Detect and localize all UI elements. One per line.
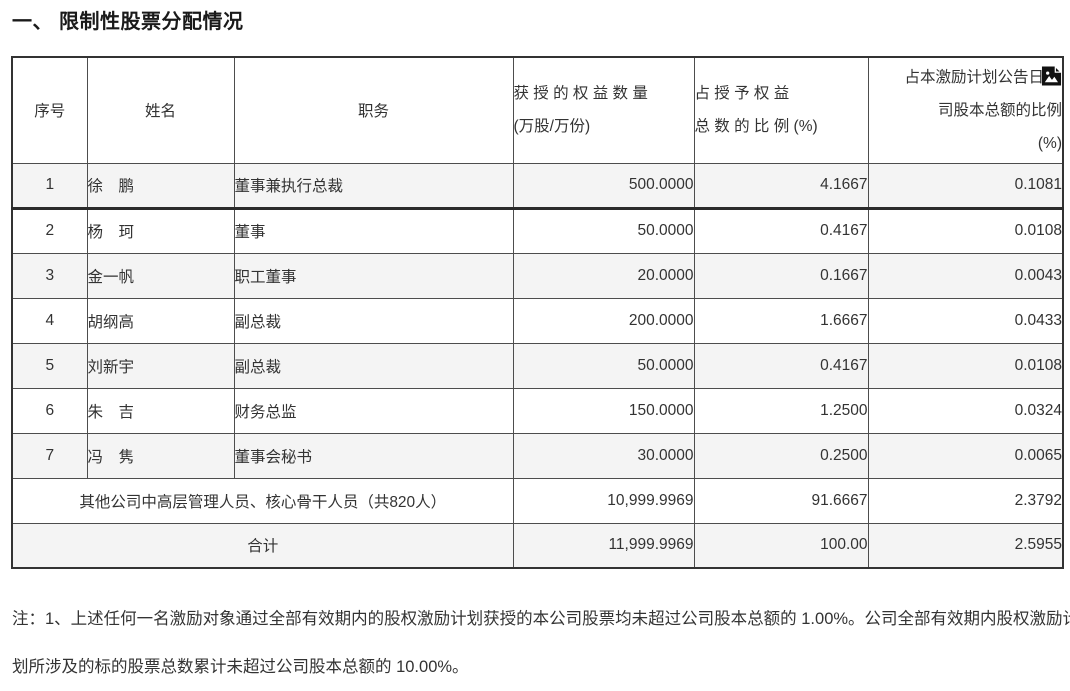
cell-position: 副总裁 <box>233 342 514 389</box>
header-row: 序号 姓名 职务 获 授 的 权 益 数 量 (万股/万份) 占 授 予 权 益… <box>11 56 1064 164</box>
header-name: 姓名 <box>86 56 235 164</box>
cell-qty: 200.0000 <box>512 297 695 344</box>
total-label: 合计 <box>11 522 514 569</box>
cell-position: 职工董事 <box>233 252 514 299</box>
cell-pct-grant: 91.6667 <box>693 477 869 524</box>
cell-pct-capital: 0.1081 <box>867 162 1064 210</box>
header-position: 职务 <box>233 56 514 164</box>
cell-pct-grant: 4.1667 <box>693 162 869 210</box>
header-pct-capital: 占本激励计划公告日 司股本总额的比例 (%) <box>867 56 1064 164</box>
cell-pct-capital: 0.0324 <box>867 387 1064 434</box>
cell-pct-capital: 0.0065 <box>867 432 1064 479</box>
cell-pct-grant: 100.00 <box>693 522 869 569</box>
cell-qty: 150.0000 <box>512 387 695 434</box>
broken-image-icon <box>1041 64 1062 86</box>
cell-pct-capital: 2.5955 <box>867 522 1064 569</box>
cell-qty: 11,999.9969 <box>512 522 695 569</box>
cell-name: 刘新宇 <box>86 342 235 389</box>
cell-name: 朱 吉 <box>86 387 235 434</box>
footnote-line2: 划所涉及的标的股票总数累计未超过公司股本总额的 10.00%。 <box>12 658 469 676</box>
cell-pct-grant: 0.1667 <box>693 252 869 299</box>
cell-pct-grant: 0.4167 <box>693 207 869 254</box>
stock-allocation-table: 序号 姓名 职务 获 授 的 权 益 数 量 (万股/万份) 占 授 予 权 益… <box>11 56 1064 569</box>
cell-position: 董事兼执行总裁 <box>233 162 514 210</box>
cell-pct-grant: 0.2500 <box>693 432 869 479</box>
cell-pct-capital: 0.0433 <box>867 297 1064 344</box>
cell-name: 徐 鹏 <box>86 162 235 210</box>
cell-pct-capital: 0.0108 <box>867 207 1064 254</box>
cell-pct-grant: 0.4167 <box>693 342 869 389</box>
footnote: 注：1、上述任何一名激励对象通过全部有效期内的股权激励计划获授的本公司股票均未超… <box>12 595 1070 691</box>
cell-position: 副总裁 <box>233 297 514 344</box>
table-row: 4 胡纲高 副总裁 200.0000 1.6667 0.0433 <box>11 297 1064 344</box>
cell-position: 董事会秘书 <box>233 432 514 479</box>
table-row: 3 金一帆 职工董事 20.0000 0.1667 0.0043 <box>11 252 1064 299</box>
cell-qty: 10,999.9969 <box>512 477 695 524</box>
header-qty-line2: (万股/万份) <box>513 118 591 136</box>
cell-no: 4 <box>11 297 88 344</box>
cell-name: 杨 珂 <box>86 207 235 254</box>
cell-pct-capital: 2.3792 <box>867 477 1064 524</box>
cell-pct-grant: 1.6667 <box>693 297 869 344</box>
cell-no: 5 <box>11 342 88 389</box>
header-qty: 获 授 的 权 益 数 量 (万股/万份) <box>512 56 695 164</box>
table-row: 1 徐 鹏 董事兼执行总裁 500.0000 4.1667 0.1081 <box>11 162 1064 210</box>
cell-no: 2 <box>11 207 88 254</box>
cell-pct-capital: 0.0043 <box>867 252 1064 299</box>
table-row: 7 冯 隽 董事会秘书 30.0000 0.2500 0.0065 <box>11 432 1064 479</box>
cell-no: 1 <box>11 162 88 210</box>
footnote-line1: 注：1、上述任何一名激励对象通过全部有效期内的股权激励计划获授的本公司股票均未超… <box>12 610 1070 628</box>
cell-no: 6 <box>11 387 88 434</box>
cell-pct-capital: 0.0108 <box>867 342 1064 389</box>
table-row: 6 朱 吉 财务总监 150.0000 1.2500 0.0324 <box>11 387 1064 434</box>
cell-name: 冯 隽 <box>86 432 235 479</box>
header-pct-grant-line2: 总 数 的 比 例 (%) <box>694 118 818 136</box>
header-pct-grant-line1: 占 授 予 权 益 <box>694 85 790 103</box>
header-pct-grant: 占 授 予 权 益 总 数 的 比 例 (%) <box>693 56 869 164</box>
table-row: 2 杨 珂 董事 50.0000 0.4167 0.0108 <box>11 207 1064 254</box>
cell-position: 财务总监 <box>233 387 514 434</box>
header-qty-line1: 获 授 的 权 益 数 量 <box>513 85 648 103</box>
header-pct-capital-line1: 占本激励计划公告日 <box>904 68 1044 86</box>
header-no: 序号 <box>11 56 88 164</box>
total-row: 合计 11,999.9969 100.00 2.5955 <box>11 522 1064 569</box>
cell-name: 胡纲高 <box>86 297 235 344</box>
cell-position: 董事 <box>233 207 514 254</box>
cell-qty: 20.0000 <box>512 252 695 299</box>
table-body: 1 徐 鹏 董事兼执行总裁 500.0000 4.1667 0.1081 2 杨… <box>11 162 1064 569</box>
cell-no: 3 <box>11 252 88 299</box>
table-row: 5 刘新宇 副总裁 50.0000 0.4167 0.0108 <box>11 342 1064 389</box>
other-staff-label: 其他公司中高层管理人员、核心骨干人员（共820人） <box>11 477 514 524</box>
cell-qty: 30.0000 <box>512 432 695 479</box>
cell-pct-grant: 1.2500 <box>693 387 869 434</box>
cell-no: 7 <box>11 432 88 479</box>
cell-name: 金一帆 <box>86 252 235 299</box>
cell-qty: 50.0000 <box>512 207 695 254</box>
table-header: 序号 姓名 职务 获 授 的 权 益 数 量 (万股/万份) 占 授 予 权 益… <box>11 56 1064 164</box>
header-pct-capital-line2: 司股本总额的比例 <box>937 101 1062 119</box>
header-pct-capital-line3: (%) <box>1037 134 1062 152</box>
cell-qty: 500.0000 <box>512 162 695 210</box>
other-staff-row: 其他公司中高层管理人员、核心骨干人员（共820人） 10,999.9969 91… <box>11 477 1064 524</box>
page-title: 一、 限制性股票分配情况 <box>12 11 244 33</box>
cell-qty: 50.0000 <box>512 342 695 389</box>
